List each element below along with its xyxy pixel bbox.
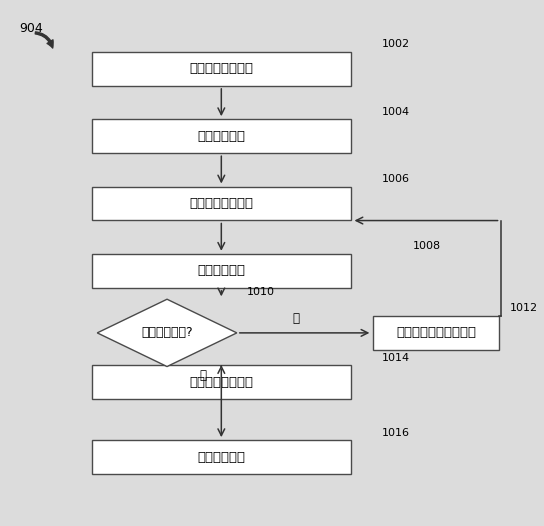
- Text: 1016: 1016: [381, 428, 410, 438]
- Text: 1004: 1004: [381, 107, 410, 117]
- Text: 显示喷涂路径: 显示喷涂路径: [197, 264, 245, 277]
- FancyBboxPatch shape: [92, 52, 350, 86]
- FancyBboxPatch shape: [92, 254, 350, 288]
- FancyBboxPatch shape: [92, 119, 350, 153]
- FancyBboxPatch shape: [373, 316, 499, 350]
- Text: 改变参数重新生成路径: 改变参数重新生成路径: [396, 327, 476, 339]
- Text: 1008: 1008: [412, 241, 441, 251]
- Text: 生成喷涂指令: 生成喷涂指令: [197, 451, 245, 463]
- Text: 形成整体喷涂路径: 形成整体喷涂路径: [189, 376, 254, 389]
- Text: 是: 是: [200, 369, 207, 382]
- FancyBboxPatch shape: [92, 440, 350, 474]
- Text: 1012: 1012: [510, 304, 537, 313]
- Text: 1002: 1002: [381, 39, 410, 49]
- FancyBboxPatch shape: [92, 365, 350, 399]
- Text: 1006: 1006: [381, 174, 410, 184]
- Text: 读取喷涂参数: 读取喷涂参数: [197, 130, 245, 143]
- Text: 计算单面喷涂路径: 计算单面喷涂路径: [189, 197, 254, 210]
- Text: 否: 否: [293, 312, 300, 325]
- Text: 读取三维投影视图: 读取三维投影视图: [189, 63, 254, 75]
- FancyArrowPatch shape: [35, 32, 53, 48]
- Text: 喷涂路径可行?: 喷涂路径可行?: [141, 327, 193, 339]
- Polygon shape: [97, 299, 237, 367]
- Text: 1014: 1014: [381, 352, 410, 362]
- Text: 1010: 1010: [247, 287, 275, 297]
- Text: 904: 904: [20, 22, 44, 35]
- FancyBboxPatch shape: [92, 187, 350, 220]
